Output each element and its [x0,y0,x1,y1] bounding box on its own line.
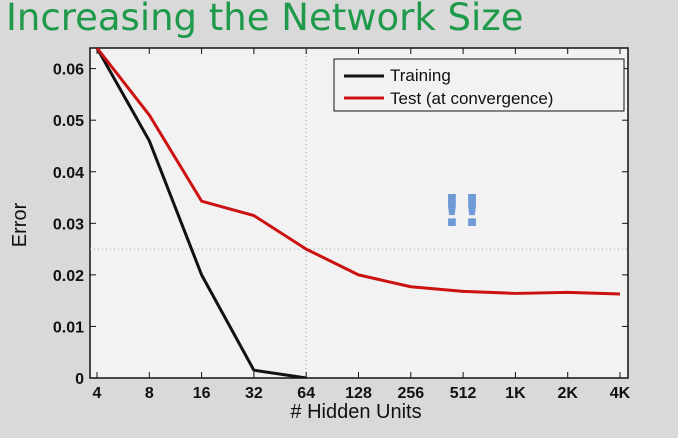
legend-box [333,58,625,112]
x-tick-label: 256 [397,385,424,402]
x-tick-label: 8 [145,385,154,402]
x-tick-label: 1K [505,385,526,402]
x-tick-label: 64 [297,385,315,402]
x-axis-label: # Hidden Units [290,401,421,423]
x-tick-label: 32 [245,385,263,402]
legend: Training Test (at convergence) [333,58,625,112]
y-tick-label: 0.01 [53,319,84,336]
axis-ticks: 0 0.01 0.02 0.03 0.04 0.05 0.06 4 8 16 32 64 128 256 5… [53,48,631,402]
slide-title: Increasing the Network Size [6,0,524,39]
x-tick-label: 512 [450,385,477,402]
series-lines [95,48,621,378]
series-line-test [95,48,621,296]
legend-label-test: Test (at convergence) [390,89,553,108]
x-tick-label: 2K [557,385,578,402]
y-axis-label: Error [9,202,31,247]
x-tick-label: 4 [93,385,102,402]
x-tick-label: 128 [345,385,372,402]
y-tick-label: 0.03 [53,216,84,233]
legend-label-training: Training [390,66,451,85]
series-line-training [95,48,307,378]
exclamation-annotation: !! [442,186,482,237]
y-tick-label: 0.04 [53,165,84,182]
y-tick-label: 0 [75,371,84,388]
y-tick-label: 0.06 [53,62,84,79]
grid-lines [90,48,628,378]
x-tick-label: 16 [193,385,211,402]
y-tick-label: 0.02 [53,268,84,285]
y-tick-label: 0.05 [53,113,84,130]
x-tick-label: 4K [610,385,631,402]
